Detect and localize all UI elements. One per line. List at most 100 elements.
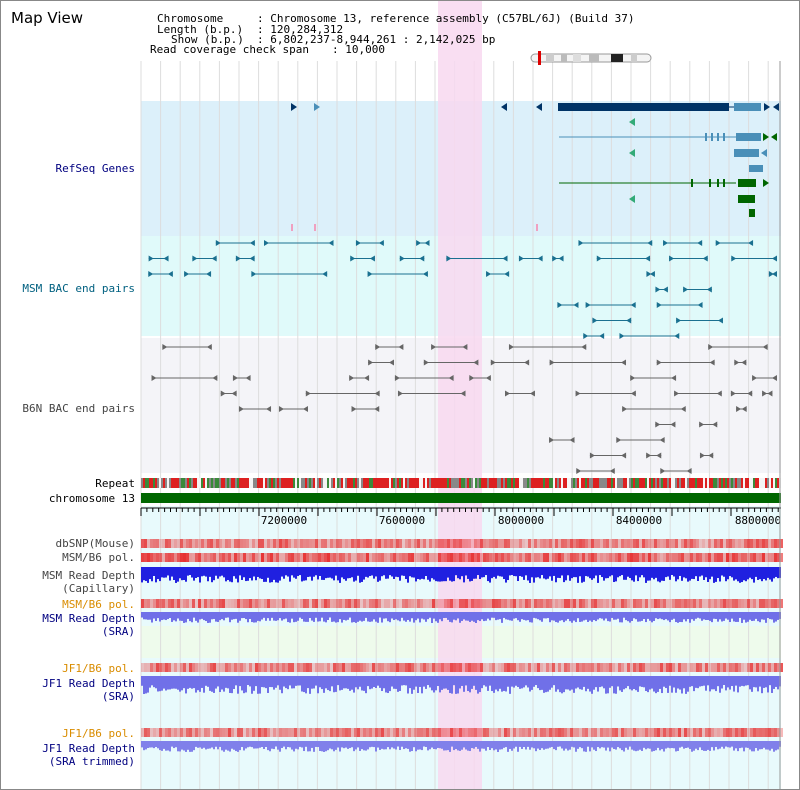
depth-bar <box>221 612 223 620</box>
heat-cell <box>393 539 396 548</box>
depth-bar <box>697 612 699 618</box>
depth-bar <box>309 676 311 694</box>
depth-bar <box>351 741 353 748</box>
depth-bar <box>525 676 527 686</box>
gene-marker <box>536 224 538 231</box>
track-label-refseq-genes[interactable]: RefSeq Genes <box>55 162 135 175</box>
heat-cell <box>732 728 735 737</box>
heat-cell <box>555 539 558 548</box>
repeat-block <box>543 478 545 488</box>
depth-bar <box>247 741 249 748</box>
heat-cell <box>333 539 336 548</box>
depth-bar <box>569 567 571 581</box>
depth-bar <box>413 567 415 578</box>
depth-bar <box>667 567 669 577</box>
heat-cell <box>486 728 489 737</box>
repeat-block <box>301 478 303 488</box>
depth-bar <box>543 676 545 693</box>
depth-bar <box>701 567 703 576</box>
repeat-block <box>175 478 177 488</box>
heat-cell <box>348 539 351 548</box>
depth-bar <box>301 612 303 619</box>
gene-exon <box>736 133 761 141</box>
heat-cell <box>168 663 171 672</box>
track-label-b6n-bac[interactable]: B6N BAC end pairs <box>22 402 135 415</box>
depth-bar <box>253 567 255 577</box>
heat-cell <box>561 553 564 562</box>
heat-cell <box>252 663 255 672</box>
heat-cell <box>780 663 783 672</box>
bac-end-arrow <box>148 255 154 262</box>
bac-end-arrow <box>502 255 508 262</box>
depth-bar <box>591 676 593 694</box>
depth-bar <box>361 676 363 691</box>
heat-cell <box>516 553 519 562</box>
heat-cell <box>438 728 441 737</box>
depth-bar <box>707 676 709 686</box>
heat-cell <box>432 663 435 672</box>
repeat-block <box>775 478 777 488</box>
heat-cell <box>306 539 309 548</box>
depth-bar <box>705 741 707 751</box>
heat-cell <box>564 539 567 548</box>
depth-bar <box>341 567 343 578</box>
depth-bar <box>417 676 419 693</box>
heat-cell <box>150 599 153 608</box>
heat-cell <box>360 728 363 737</box>
depth-bar <box>611 741 613 748</box>
heat-cell <box>591 539 594 548</box>
depth-bar <box>293 676 295 689</box>
heat-cell <box>585 728 588 737</box>
depth-bar <box>399 567 401 581</box>
heat-cell <box>612 663 615 672</box>
heat-cell <box>276 553 279 562</box>
depth-bar <box>221 676 223 690</box>
heat-cell <box>672 553 675 562</box>
depth-bar <box>755 567 757 577</box>
axis-tick-label: 8800000 <box>735 514 781 527</box>
depth-bar <box>517 612 519 621</box>
depth-bar <box>647 676 649 693</box>
repeat-block <box>359 478 361 488</box>
depth-bar <box>575 612 577 623</box>
depth-bar <box>457 676 459 694</box>
depth-bar <box>715 612 717 619</box>
heat-cell <box>216 663 219 672</box>
heat-cell <box>573 553 576 562</box>
depth-bar <box>265 741 267 748</box>
heat-cell <box>345 539 348 548</box>
heat-cell <box>654 663 657 672</box>
depth-bar <box>193 612 195 618</box>
repeat-block <box>425 478 427 488</box>
heat-cell <box>498 539 501 548</box>
heat-cell <box>276 663 279 672</box>
heat-cell <box>213 663 216 672</box>
heat-cell <box>234 663 237 672</box>
heat-cell <box>141 553 144 562</box>
heat-cell <box>381 599 384 608</box>
repeat-block <box>141 478 143 488</box>
heat-cell <box>357 663 360 672</box>
depth-bar <box>495 612 497 621</box>
depth-bar <box>347 676 349 689</box>
heat-cell <box>483 599 486 608</box>
depth-bar <box>741 741 743 748</box>
depth-bar <box>315 567 317 576</box>
track-label-msm-b6-pol: MSM/B6 pol. <box>62 551 135 564</box>
heat-cell <box>570 553 573 562</box>
depth-bar <box>391 612 393 619</box>
depth-bar <box>175 567 177 583</box>
depth-bar <box>423 612 425 620</box>
repeat-block <box>639 478 641 488</box>
track-label-msm-bac[interactable]: MSM BAC end pairs <box>22 282 135 295</box>
depth-bar <box>591 612 593 622</box>
heat-cell <box>774 728 777 737</box>
depth-bar <box>667 741 669 748</box>
depth-bar <box>415 612 417 621</box>
depth-bar <box>717 567 719 579</box>
depth-bar <box>659 741 661 751</box>
depth-bar <box>523 612 525 620</box>
depth-bar <box>631 676 633 691</box>
depth-bar <box>331 612 333 622</box>
